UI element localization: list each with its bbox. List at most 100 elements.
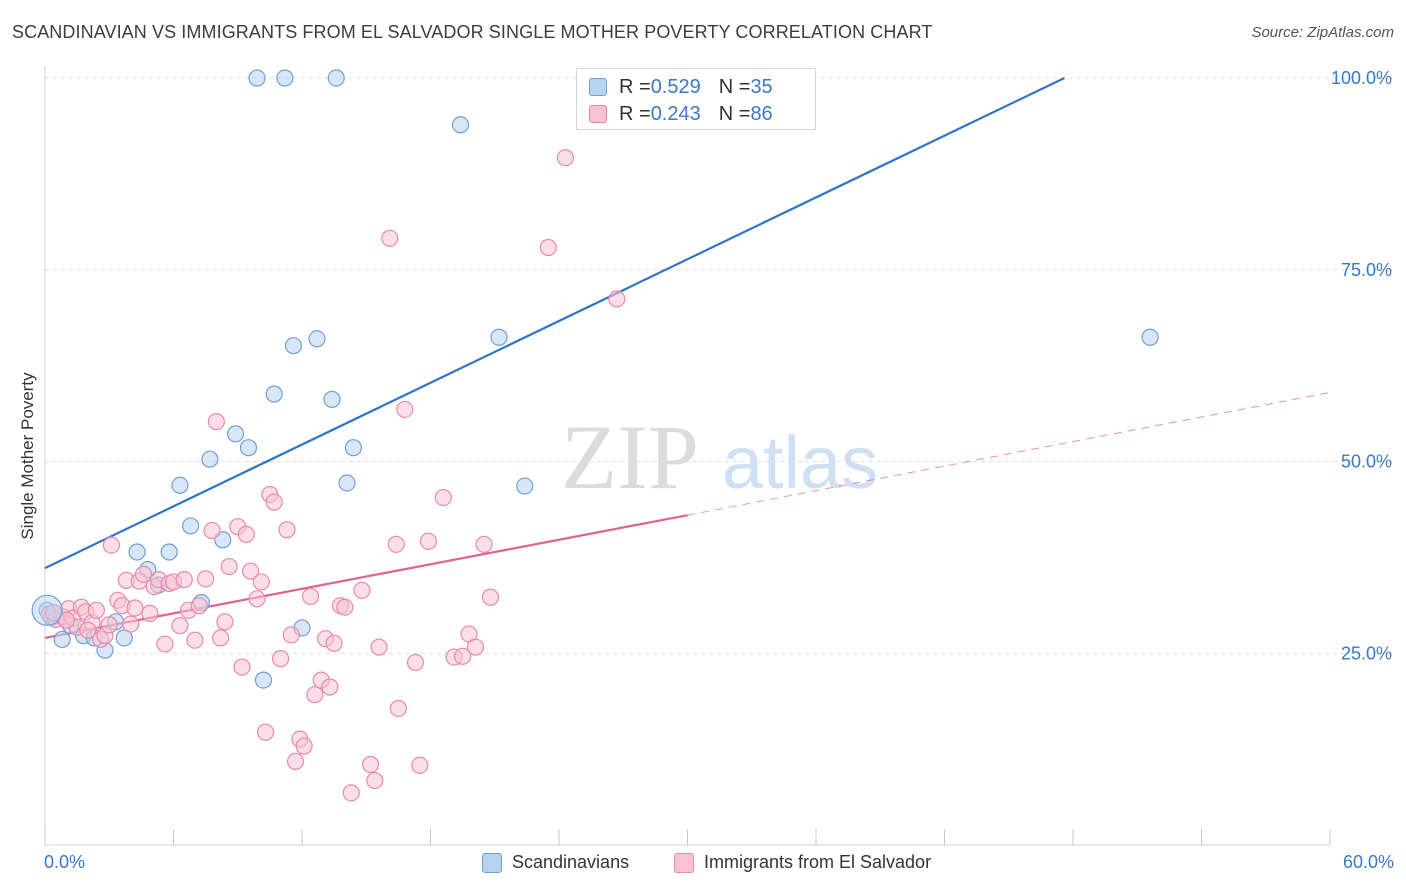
y-tick-label: 75.0% bbox=[1341, 260, 1392, 280]
point-el-salvador bbox=[220, 557, 238, 576]
r-label: R = bbox=[619, 102, 651, 125]
point-el-salvador bbox=[271, 650, 290, 668]
legend-label: Scandinavians bbox=[512, 852, 630, 872]
legend-row-el-salvador: R = 0.243 N = 86 bbox=[589, 102, 773, 126]
n-value: 86 bbox=[750, 102, 773, 125]
point-el-salvador bbox=[256, 723, 275, 741]
point-el-salvador bbox=[156, 635, 174, 653]
point-el-salvador bbox=[342, 784, 360, 802]
blue-swatch bbox=[589, 78, 607, 96]
pink-swatch bbox=[674, 852, 694, 873]
point-scandinavian bbox=[248, 69, 266, 87]
point-el-salvador bbox=[396, 400, 414, 418]
pink-swatch bbox=[589, 105, 607, 123]
x-tick-min: 0.0% bbox=[44, 852, 86, 872]
point-el-salvador bbox=[301, 587, 320, 606]
point-scandinavian bbox=[323, 390, 341, 408]
r-label: R = bbox=[619, 75, 651, 98]
point-scandinavian bbox=[451, 116, 470, 134]
point-el-salvador bbox=[252, 573, 270, 591]
point-el-salvador bbox=[381, 229, 399, 247]
trend-line bbox=[44, 77, 1065, 570]
r-value: 0.243 bbox=[650, 102, 701, 125]
point-el-salvador bbox=[242, 562, 260, 580]
point-el-salvador bbox=[295, 737, 313, 755]
point-scandinavian bbox=[171, 476, 189, 494]
point-el-salvador bbox=[175, 571, 193, 589]
point-scandinavian bbox=[327, 69, 345, 87]
point-scandinavian bbox=[490, 328, 508, 346]
point-el-salvador bbox=[321, 678, 339, 696]
trend-lines bbox=[44, 77, 1331, 639]
point-el-salvador bbox=[282, 626, 300, 644]
point-el-salvador bbox=[186, 631, 204, 649]
point-el-salvador bbox=[411, 756, 429, 774]
point-el-salvador bbox=[203, 521, 221, 540]
point-el-salvador bbox=[87, 601, 106, 619]
n-value: 35 bbox=[750, 75, 773, 98]
point-el-salvador bbox=[207, 413, 225, 431]
point-el-salvador bbox=[434, 488, 452, 507]
point-el-salvador bbox=[481, 588, 500, 606]
point-scandinavian bbox=[227, 425, 245, 443]
y-axis-label: Single Mother Poverty bbox=[18, 372, 37, 540]
point-cluster bbox=[31, 594, 63, 626]
point-el-salvador bbox=[134, 565, 153, 583]
point-el-salvador bbox=[361, 755, 380, 774]
point-scandinavian bbox=[308, 330, 326, 348]
point-scandinavian bbox=[1141, 328, 1159, 346]
point-el-salvador bbox=[406, 653, 425, 672]
point-scandinavian bbox=[160, 543, 178, 561]
point-el-salvador bbox=[306, 686, 324, 704]
point-el-salvador bbox=[454, 647, 472, 665]
r-value: 0.529 bbox=[650, 75, 701, 98]
legend-row-scandinavians: R = 0.529 N = 35 bbox=[589, 75, 773, 99]
point-scandinavian bbox=[338, 474, 356, 492]
point-scandinavian bbox=[128, 543, 146, 561]
blue-swatch bbox=[482, 852, 502, 873]
legend-item-scandinavians: Scandinavians bbox=[482, 852, 629, 873]
point-el-salvador bbox=[216, 613, 234, 631]
point-scandinavian bbox=[344, 439, 362, 457]
point-el-salvador bbox=[475, 535, 493, 553]
point-el-salvador bbox=[233, 658, 251, 676]
point-scandinavian bbox=[239, 439, 258, 457]
legend-item-el-salvador: Immigrants from El Salvador bbox=[674, 852, 931, 873]
n-label: N = bbox=[718, 75, 751, 98]
point-el-salvador bbox=[325, 634, 343, 652]
chart-source: Source: ZipAtlas.com bbox=[1251, 24, 1394, 41]
point-el-salvador bbox=[389, 699, 407, 718]
axes bbox=[44, 66, 1331, 846]
point-el-salvador bbox=[278, 521, 296, 539]
chart-title: SCANDINAVIAN VS IMMIGRANTS FROM EL SALVA… bbox=[12, 22, 933, 42]
point-scandinavian bbox=[53, 630, 71, 649]
n-label: N = bbox=[718, 102, 751, 125]
point-el-salvador bbox=[336, 598, 354, 616]
point-el-salvador bbox=[237, 525, 255, 543]
point-el-salvador bbox=[100, 616, 118, 634]
y-tick-label: 25.0% bbox=[1341, 643, 1392, 663]
point-el-salvador bbox=[556, 149, 575, 167]
point-el-salvador bbox=[141, 604, 159, 622]
correlation-legend: R = 0.529 N = 35 R = 0.243 N = 86 bbox=[576, 68, 816, 130]
point-el-salvador bbox=[212, 629, 230, 647]
point-el-salvador bbox=[190, 597, 208, 615]
grid-lines bbox=[45, 77, 1392, 654]
point-scandinavian bbox=[265, 385, 283, 403]
x-tick-max: 60.0% bbox=[1342, 852, 1394, 872]
point-scandinavian bbox=[284, 337, 303, 355]
point-el-salvador bbox=[79, 621, 97, 639]
point-el-salvador bbox=[171, 617, 189, 635]
y-tick-label: 100.0% bbox=[1331, 68, 1392, 88]
y-tick-label: 50.0% bbox=[1341, 452, 1392, 472]
trend-line bbox=[687, 391, 1331, 516]
legend-label: Immigrants from El Salvador bbox=[704, 852, 932, 872]
point-el-salvador bbox=[126, 599, 144, 617]
y-tick-labels: 25.0% 50.0% 75.0% 100.0% bbox=[1331, 68, 1392, 663]
data-points bbox=[31, 69, 1159, 802]
point-scandinavian bbox=[201, 450, 219, 468]
point-el-salvador bbox=[122, 615, 140, 633]
point-el-salvador bbox=[197, 570, 215, 588]
point-el-salvador bbox=[366, 771, 384, 790]
